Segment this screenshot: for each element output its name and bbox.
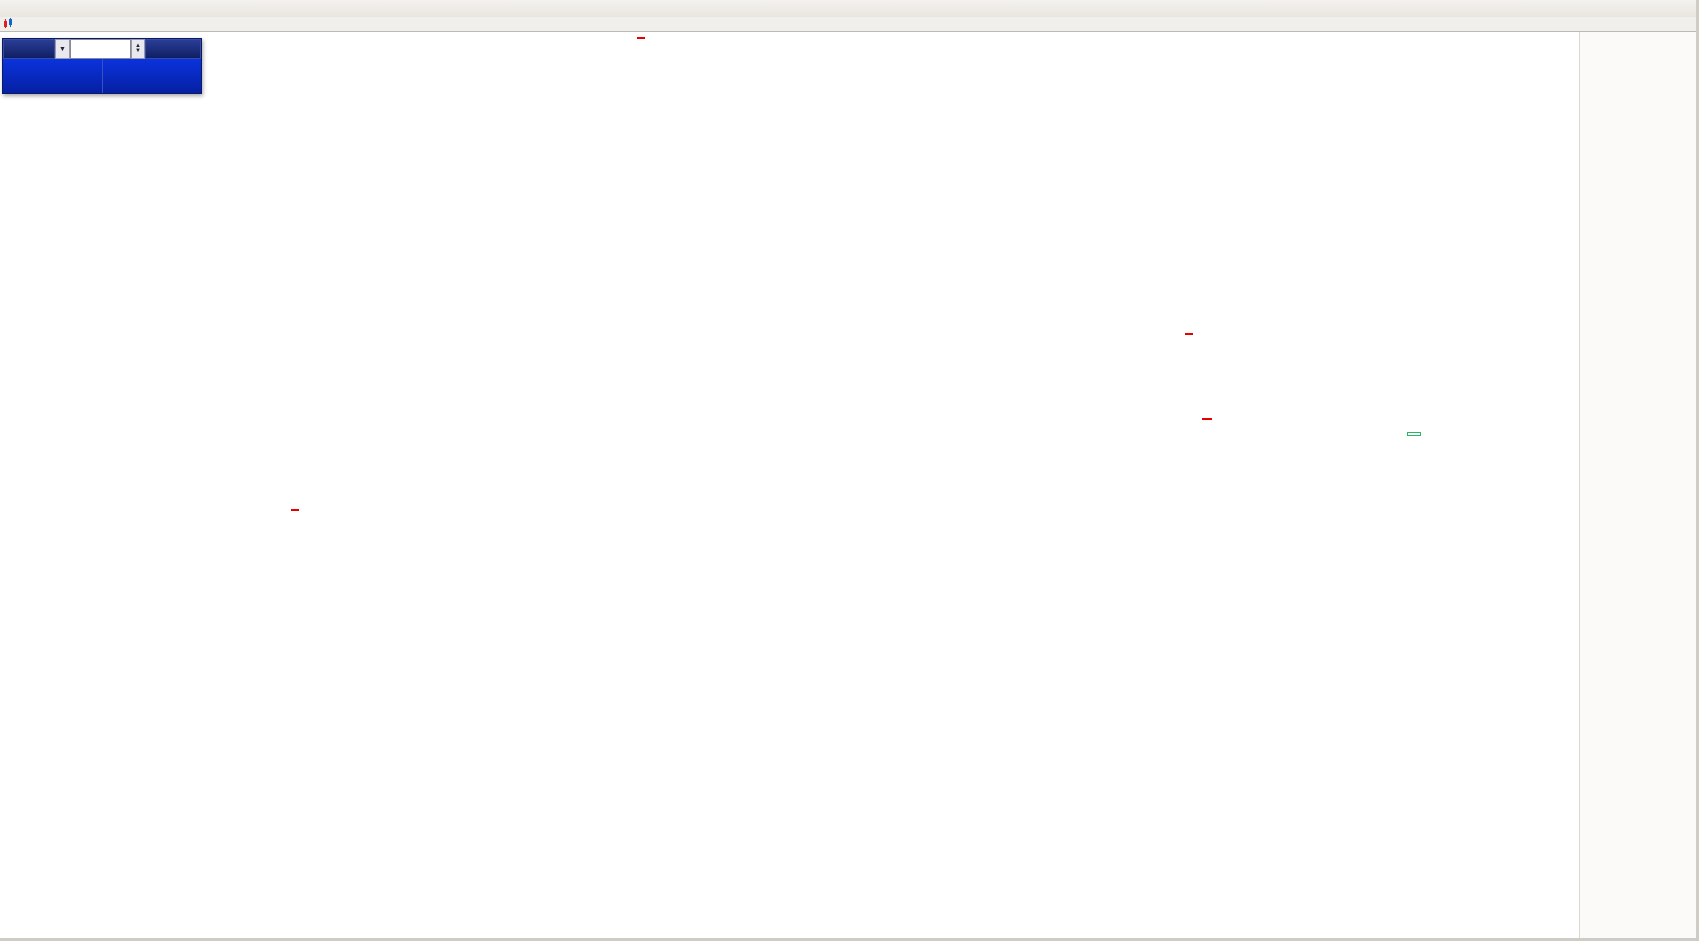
chart-titlebar: [0, 17, 1699, 32]
macd-label: [4, 537, 14, 548]
buy-price[interactable]: [103, 59, 202, 93]
rsi-label: [4, 690, 9, 701]
volume-stepper[interactable]: ▲ ▼: [131, 39, 145, 59]
order-type-dropdown[interactable]: ▼: [55, 39, 70, 59]
one-click-trading-widget: ▼ ▲ ▼: [2, 38, 202, 94]
right-empty-panel: [1579, 31, 1697, 941]
trade-widget-prices: [3, 59, 201, 93]
chevron-up-icon: ▲: [135, 43, 141, 49]
price-label-pivot[interactable]: [1202, 418, 1212, 420]
sell-button[interactable]: [3, 39, 55, 59]
buy-button[interactable]: [145, 39, 201, 59]
price-label-peak[interactable]: [637, 37, 645, 39]
volume-input[interactable]: [70, 39, 131, 59]
macd-panel-splitter[interactable]: [0, 530, 1578, 535]
window-bottom-edge: [0, 938, 1699, 941]
price-label-low[interactable]: [291, 509, 299, 511]
annotation-pivot-text[interactable]: [1407, 432, 1421, 436]
time-axis[interactable]: [0, 853, 1523, 870]
main-toolbar: [0, 0, 1699, 18]
price-axis[interactable]: [1523, 31, 1578, 853]
window-right-edge: [1696, 0, 1699, 941]
sell-price[interactable]: [3, 59, 103, 93]
chevron-down-icon: ▼: [135, 48, 141, 54]
rsi-panel-splitter[interactable]: [0, 684, 1578, 689]
price-label-resistance[interactable]: [1185, 333, 1193, 335]
trade-widget-controls: ▼ ▲ ▼: [3, 39, 201, 59]
chevron-down-icon: ▼: [59, 45, 66, 53]
chart-tab-icon: [3, 17, 15, 31]
